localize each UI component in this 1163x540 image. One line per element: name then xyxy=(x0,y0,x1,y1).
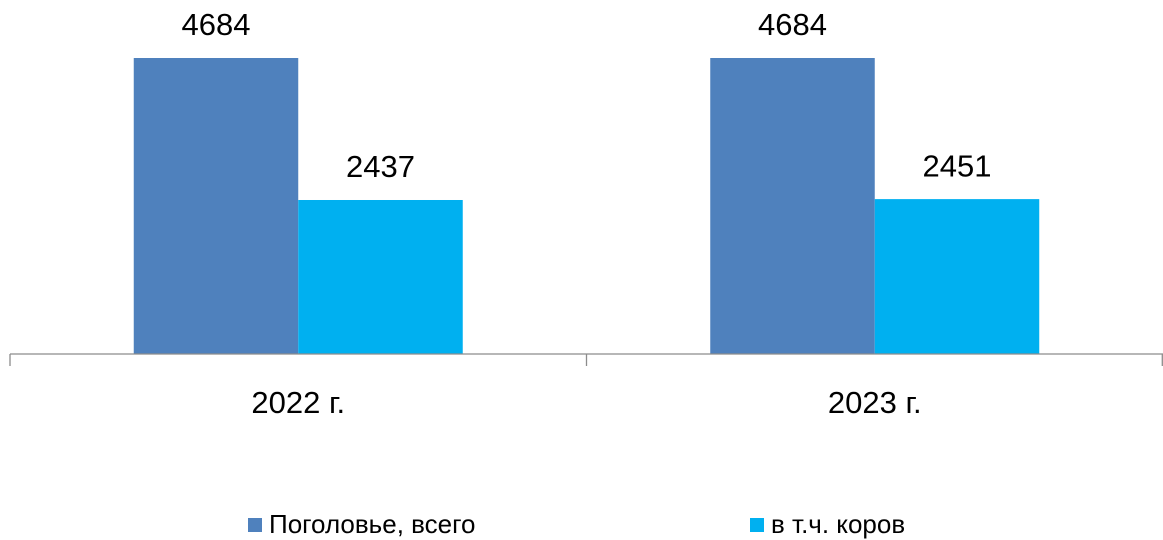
x-tick-label: 2023 г. xyxy=(828,385,922,420)
data-label: 2437 xyxy=(346,149,415,184)
x-tick-label: 2022 г. xyxy=(251,385,345,420)
bar xyxy=(874,199,1040,354)
legend-swatch xyxy=(248,518,262,532)
legend-swatch xyxy=(750,518,764,532)
data-label: 2451 xyxy=(923,148,992,183)
bar xyxy=(133,58,299,354)
legend-label: Поголовье, всего xyxy=(269,509,476,539)
data-label: 4684 xyxy=(758,7,827,42)
bar xyxy=(710,58,875,354)
data-label: 4684 xyxy=(182,7,251,42)
legend-label: в т.ч. коров xyxy=(771,509,905,539)
bar xyxy=(298,199,463,354)
